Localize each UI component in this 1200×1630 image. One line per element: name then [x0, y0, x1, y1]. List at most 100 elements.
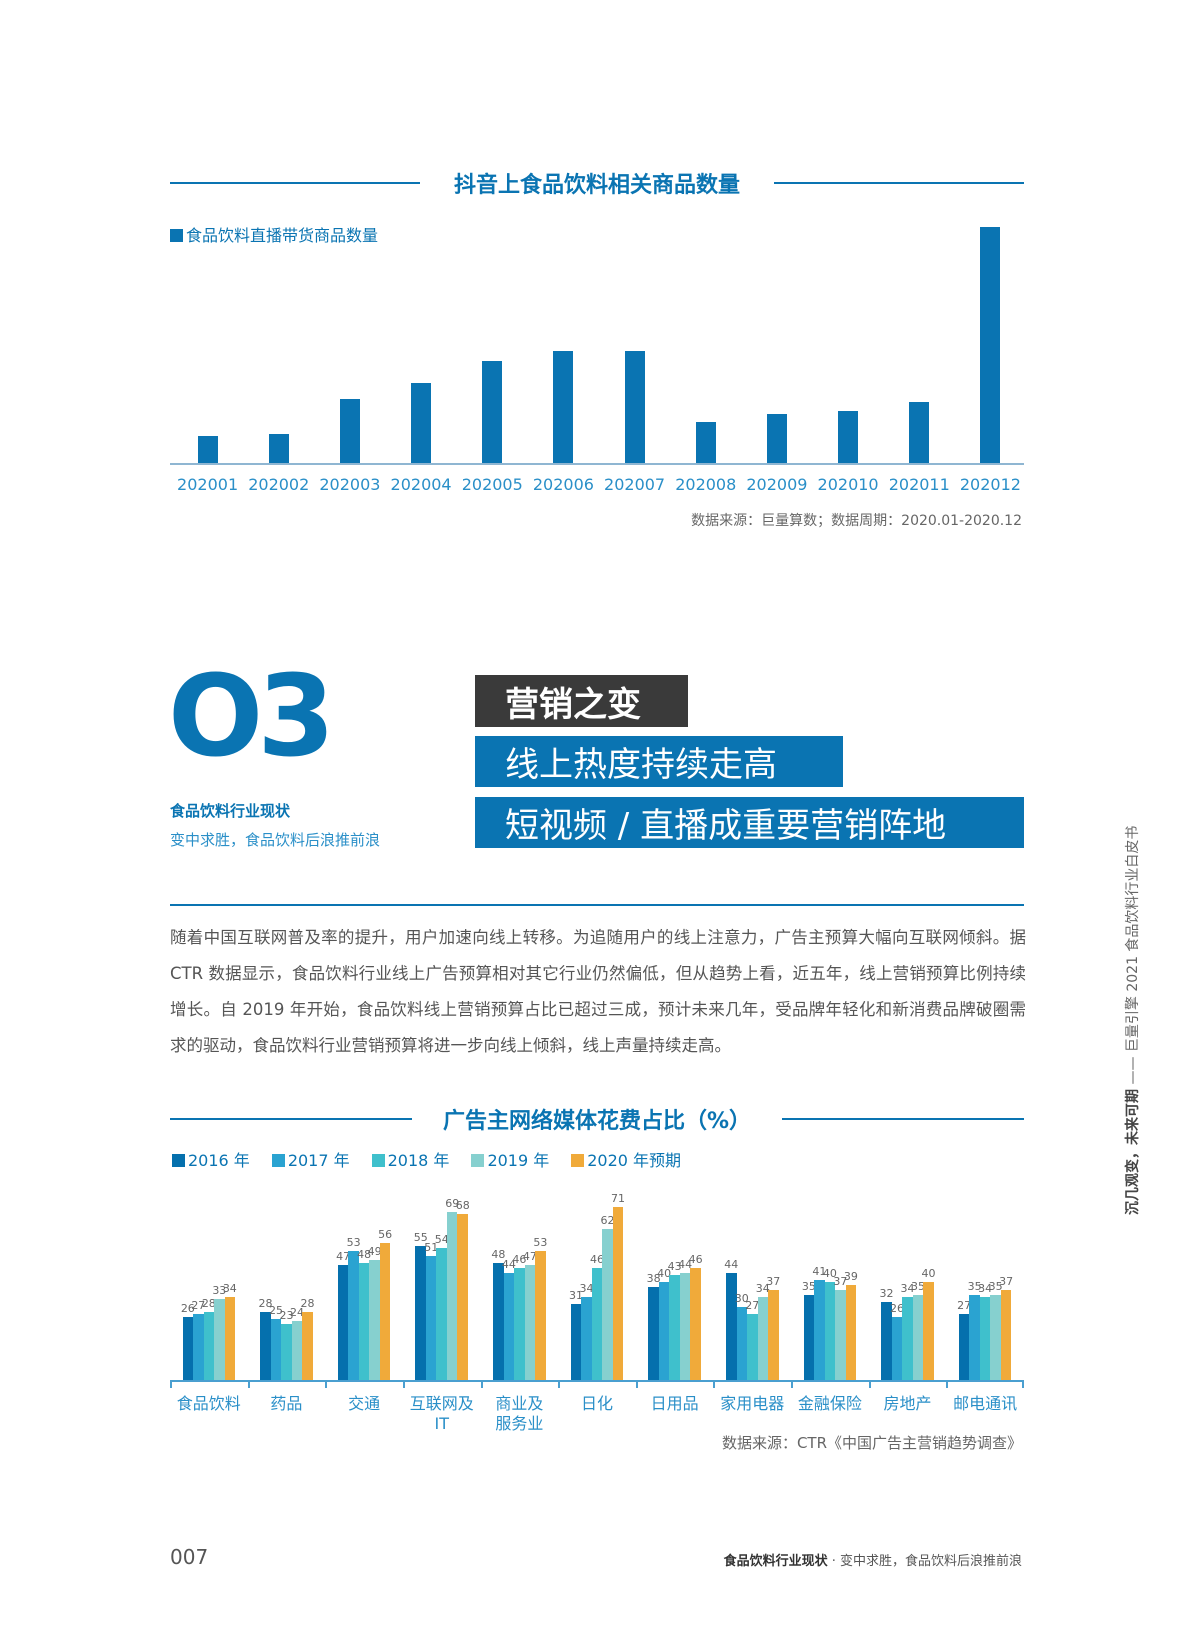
chart2-title: 广告主网络媒体花费占比（%）	[412, 1103, 782, 1135]
bar	[824, 1282, 836, 1380]
bar	[958, 1314, 970, 1380]
bar	[369, 1260, 380, 1380]
side-caption-bold: 沉几观变，未来可期	[1125, 1089, 1141, 1215]
headline-1: 线上热度持续走高	[475, 736, 843, 787]
legend-item: 2019 年	[471, 1147, 549, 1171]
bar	[902, 1297, 913, 1380]
bar	[446, 1211, 458, 1380]
bar	[612, 1206, 624, 1380]
legend-item: 2016 年	[172, 1147, 250, 1171]
x-tick-label: 药品	[270, 1394, 303, 1413]
data-label: 68	[455, 1199, 470, 1213]
bar	[193, 1314, 204, 1380]
bar	[768, 1289, 779, 1380]
bar	[570, 1304, 582, 1380]
x-tick	[713, 1380, 716, 1388]
legend-swatch	[371, 1154, 385, 1167]
bar	[803, 1294, 815, 1380]
legend-item: 2018 年	[371, 1147, 450, 1171]
divider	[170, 904, 1024, 906]
legend-item: 2017 年	[271, 1147, 350, 1171]
bar	[695, 421, 716, 463]
data-label: 28	[300, 1296, 315, 1310]
x-tick-label: 202011	[888, 475, 950, 494]
data-label: 69	[445, 1196, 460, 1210]
chart1-source: 数据来源：巨量算数；数据周期：2020.01-2020.12	[691, 513, 1022, 529]
data-label: 24	[289, 1306, 304, 1320]
bar	[909, 401, 930, 463]
x-axis	[170, 463, 1024, 465]
x-tick-label: 202007	[604, 475, 666, 494]
section-tag: 营销之变	[475, 675, 688, 727]
data-label: 37	[833, 1274, 848, 1288]
x-tick-label: 互联网及IT	[409, 1394, 474, 1433]
bar	[291, 1321, 303, 1380]
x-tick	[791, 1380, 794, 1388]
bar	[411, 383, 432, 463]
x-tick	[402, 1380, 405, 1388]
data-label: 51	[424, 1240, 439, 1254]
bar	[679, 1272, 691, 1380]
data-label: 56	[378, 1228, 393, 1242]
bar	[379, 1243, 391, 1380]
bar	[591, 1267, 603, 1380]
bar	[203, 1311, 215, 1380]
x-tick-label: 202002	[248, 475, 310, 494]
footer-bold: 食品饮料行业现状	[723, 1554, 828, 1569]
data-label: 30	[734, 1291, 749, 1305]
data-label: 37	[766, 1274, 781, 1288]
bar	[648, 1287, 659, 1380]
legend-swatch	[172, 1154, 185, 1167]
bar	[891, 1316, 903, 1380]
data-label: 33	[212, 1284, 227, 1298]
bar	[337, 1265, 349, 1380]
bar	[923, 1282, 934, 1380]
data-label: 41	[812, 1264, 827, 1278]
data-label: 35	[967, 1279, 982, 1293]
section-number: O3	[168, 661, 335, 773]
bar	[553, 351, 574, 463]
chart2-legend: 2016 年 2017 年 2018 年 2019 年 2020 年预期	[172, 1147, 681, 1171]
bar	[457, 1214, 468, 1380]
bar	[747, 1314, 758, 1380]
x-tick-label: 食品饮料	[176, 1394, 241, 1413]
data-label: 46	[590, 1252, 604, 1266]
data-label: 53	[346, 1235, 361, 1249]
bar	[514, 1267, 525, 1380]
data-label: 34	[755, 1282, 770, 1296]
data-label: 38	[646, 1272, 661, 1286]
bar	[669, 1275, 680, 1380]
bar	[757, 1297, 769, 1380]
bar	[493, 1262, 504, 1380]
data-label: 34	[579, 1282, 594, 1296]
x-tick	[868, 1380, 871, 1388]
bar	[224, 1297, 236, 1380]
bar	[980, 227, 1001, 463]
data-label: 44	[724, 1257, 739, 1271]
legend-label: 2018 年	[387, 1151, 450, 1170]
bar	[845, 1284, 857, 1380]
data-label: 40	[921, 1267, 936, 1281]
legend-swatch	[471, 1154, 485, 1167]
section-subtitle: 变中求胜，食品饮料后浪推前浪	[170, 831, 381, 849]
bar	[969, 1294, 980, 1380]
bar	[881, 1301, 892, 1380]
bar	[766, 414, 787, 463]
data-label: 32	[879, 1286, 894, 1300]
data-label: 35	[911, 1279, 926, 1293]
data-label: 35	[801, 1279, 816, 1293]
bar	[912, 1294, 924, 1380]
bar	[436, 1248, 447, 1380]
data-label: 44	[501, 1257, 516, 1271]
x-tick-label: 家用电器	[720, 1394, 785, 1413]
x-tick-label: 交通	[348, 1394, 381, 1413]
body-paragraph: 随着中国互联网普及率的提升，用户加速向线上转移。为追随用户的线上注意力，广告主预…	[170, 928, 1026, 1055]
data-label: 71	[611, 1191, 625, 1205]
chart1-plot: 202001 202002 202003 202004 202005 202006 2020…	[170, 220, 1024, 520]
data-label: 48	[491, 1247, 506, 1261]
data-label: 40	[822, 1267, 837, 1281]
bar	[658, 1282, 670, 1380]
x-tick-label: 202004	[390, 475, 452, 494]
bar	[736, 1306, 748, 1380]
data-label: 27	[957, 1299, 972, 1313]
